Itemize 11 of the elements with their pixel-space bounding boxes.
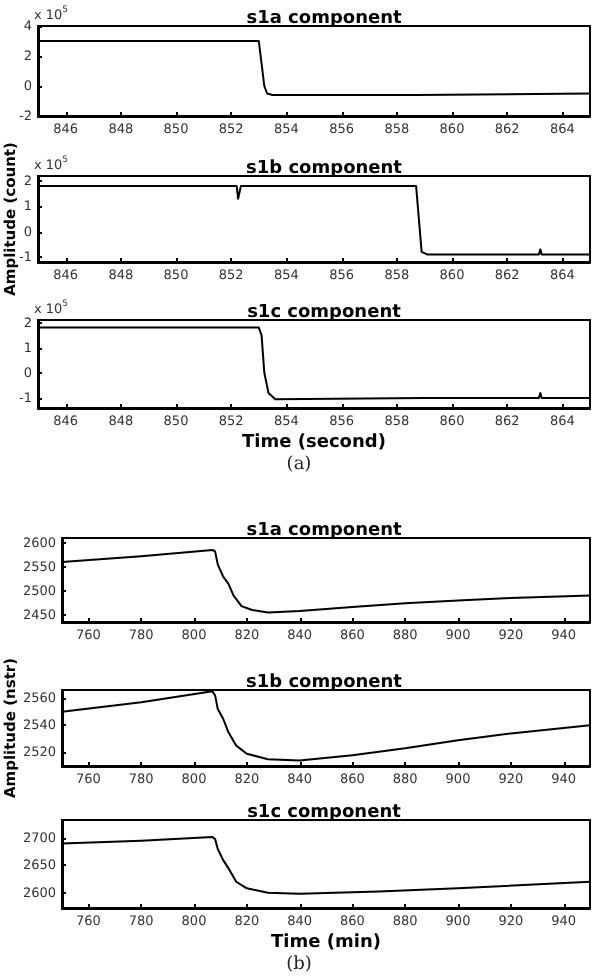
text: (b) xyxy=(286,955,312,975)
text: (a) xyxy=(286,455,312,475)
line-series xyxy=(61,690,591,762)
x-axis-title: Time (second) xyxy=(242,433,386,453)
chart-title: s1c component xyxy=(247,303,403,323)
chart-title: s1a component xyxy=(246,9,403,29)
chart-title: s1b component xyxy=(246,159,404,179)
chart-title: s1b component xyxy=(246,673,404,693)
x-axis-title: Time (min) xyxy=(271,933,381,953)
chart-title: s1a component xyxy=(246,521,403,541)
chart-title: s1c component xyxy=(247,803,403,823)
